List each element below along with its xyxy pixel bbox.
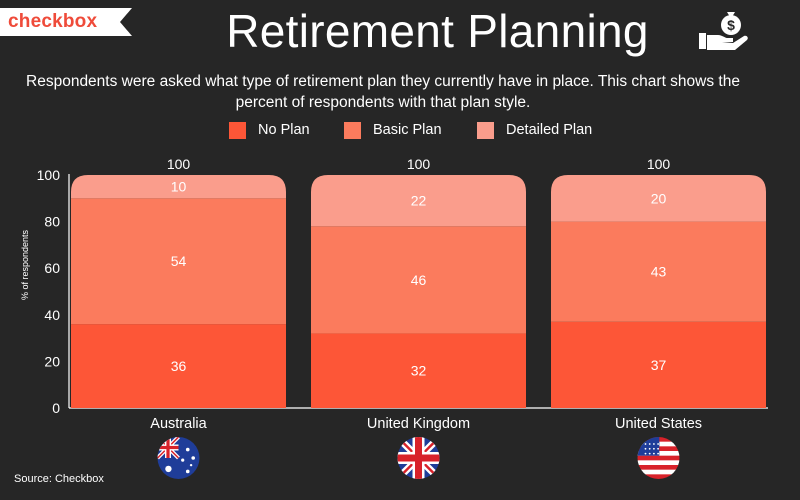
total-label: 100 <box>407 156 431 172</box>
bar-segment-basic-plan <box>71 198 286 325</box>
legend-item-no-plan: No Plan <box>229 119 310 141</box>
y-tick-label: 60 <box>44 260 60 276</box>
money-hand-icon: $ <box>699 12 748 50</box>
bar-segment-no-plan <box>551 321 766 408</box>
chart-legend: No Plan Basic Plan Detailed Plan <box>0 119 800 141</box>
legend-swatch-basic-plan <box>344 121 361 139</box>
legend-label-basic-plan: Basic Plan <box>373 122 442 138</box>
bar-segment-detailed-plan <box>71 175 286 199</box>
flag-australia-icon <box>157 437 200 479</box>
legend-label-no-plan: No Plan <box>258 122 310 138</box>
total-label: 100 <box>167 156 191 172</box>
data-label: 36 <box>171 358 187 374</box>
data-label: 43 <box>651 264 667 280</box>
bar-segment-no-plan <box>311 333 526 408</box>
flag-uk-icon <box>397 437 440 479</box>
y-tick-label: 100 <box>37 167 61 183</box>
x-tick-label: United States <box>615 416 702 432</box>
brand-logo: checkbox <box>0 8 132 36</box>
bar-segment-basic-plan <box>311 226 526 334</box>
chart-subtitle: Respondents were asked what type of reti… <box>26 73 740 111</box>
legend-swatch-no-plan <box>229 121 246 139</box>
data-label: 20 <box>651 190 667 206</box>
legend-item-detailed-plan: Detailed Plan <box>477 119 592 141</box>
source-note: Source: Checkbox <box>14 473 104 485</box>
logo-ribbon <box>0 8 132 36</box>
bar-group <box>311 175 526 408</box>
y-axis-title: % of respondents <box>20 229 30 300</box>
data-label: 37 <box>651 357 667 373</box>
legend-label-detailed-plan: Detailed Plan <box>506 122 593 138</box>
y-tick-label: 80 <box>44 214 60 230</box>
bar-group <box>551 175 766 408</box>
brand-name: checkbox <box>8 11 98 32</box>
y-tick-label: 20 <box>44 353 60 369</box>
data-label: 32 <box>411 363 427 379</box>
bar-segment-detailed-plan <box>551 175 766 222</box>
svg-text:$: $ <box>727 17 735 33</box>
bar-segment-detailed-plan <box>311 175 526 227</box>
x-tick-label: United Kingdom <box>367 416 470 432</box>
legend-item-basic-plan: Basic Plan <box>344 119 442 141</box>
y-tick-label: 0 <box>52 400 60 416</box>
bar-segment-basic-plan <box>551 221 766 322</box>
data-label: 46 <box>411 272 427 288</box>
data-label: 10 <box>171 179 187 195</box>
y-tick-label: 40 <box>44 307 60 323</box>
data-label: 22 <box>411 193 427 209</box>
total-label: 100 <box>647 156 671 172</box>
data-label: 54 <box>171 253 187 269</box>
bar-group <box>71 175 286 408</box>
flag-us-icon <box>637 437 680 479</box>
page-title: Retirement Planning <box>226 5 649 57</box>
legend-swatch-detailed-plan <box>477 121 494 139</box>
x-tick-label: Australia <box>150 416 207 432</box>
bar-segment-no-plan <box>71 324 286 408</box>
